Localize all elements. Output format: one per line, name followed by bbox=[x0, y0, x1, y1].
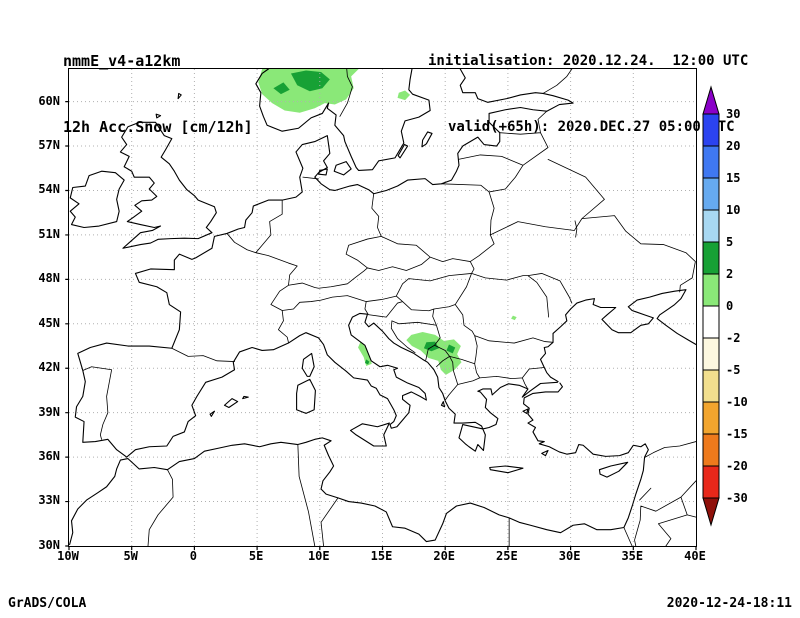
colorbar-segment bbox=[702, 177, 720, 211]
islands-mediterranean bbox=[210, 353, 628, 477]
y-axis-tick-label: 45N bbox=[38, 315, 60, 330]
snow-balkans bbox=[406, 331, 462, 375]
colorbar-level-label: -10 bbox=[726, 395, 748, 409]
time-block: initialisation: 2020.12.24. 12:00 UTC va… bbox=[428, 6, 748, 182]
map-frame bbox=[68, 68, 697, 547]
coastline-scandinavia bbox=[256, 69, 430, 170]
colorbar-level-label: 10 bbox=[726, 203, 741, 217]
y-axis-tick-label: 42N bbox=[38, 360, 60, 375]
country-borders bbox=[83, 69, 696, 546]
colorbar-segment bbox=[702, 465, 720, 499]
snow-core-norway-2 bbox=[273, 82, 290, 95]
colorbar-level-label: 20 bbox=[726, 139, 741, 153]
x-axis-tick-label: 5W bbox=[123, 549, 138, 563]
snow-core-apennines bbox=[364, 359, 370, 365]
x-axis-tick-label: 35E bbox=[621, 549, 644, 563]
x-axis-tick-label: 10W bbox=[57, 549, 79, 563]
x-axis-tick-label: 40E bbox=[684, 549, 706, 563]
initialisation-time: initialisation: 2020.12.24. 12:00 UTC bbox=[428, 53, 749, 69]
island-britain bbox=[120, 122, 216, 248]
y-axis-tick-label: 33N bbox=[38, 493, 60, 508]
colorbar-segment bbox=[702, 113, 720, 147]
y-axis-tick-label: 51N bbox=[38, 226, 60, 241]
colorbar-segment bbox=[702, 401, 720, 435]
colorbar-segment bbox=[702, 241, 720, 275]
colorbar-level-label: 30 bbox=[726, 107, 741, 121]
snow-carpathians bbox=[511, 315, 517, 321]
colorbar-scale bbox=[702, 85, 720, 527]
colorbar-level-label: -15 bbox=[726, 427, 748, 441]
coastline-anatolia-africa-levant bbox=[70, 383, 649, 544]
x-axis-tick-label: 10E bbox=[307, 549, 330, 563]
colorbar-above-max-triangle bbox=[702, 85, 720, 115]
x-axis-tick-label: 20E bbox=[433, 549, 456, 563]
snow-shading-light bbox=[258, 69, 517, 375]
colorbar-level-label: 2 bbox=[726, 267, 734, 281]
europe-map bbox=[69, 69, 696, 546]
y-axis-labels: 60N 57N 54N 51N 48N 45N 42N 39N 36N 33N 30N bbox=[24, 68, 64, 552]
y-axis-tick-label: 57N bbox=[38, 138, 60, 153]
y-axis-tick-label: 48N bbox=[38, 271, 60, 286]
colorbar-segment bbox=[702, 305, 720, 339]
colorbar-below-min-triangle bbox=[702, 497, 720, 527]
colorbar-level-label: -5 bbox=[726, 363, 741, 377]
colorbar-segment bbox=[702, 369, 720, 403]
x-axis-tick-label: 0 bbox=[189, 549, 197, 563]
graticule bbox=[69, 69, 696, 546]
colorbar-segment bbox=[702, 145, 720, 179]
colorbar-segment bbox=[702, 273, 720, 307]
y-axis-tick-label: 36N bbox=[38, 449, 60, 464]
colorbar-segment bbox=[702, 337, 720, 371]
snow-core-balkans-2 bbox=[446, 344, 456, 354]
model-name: nmmE_v4-a12km bbox=[63, 52, 181, 70]
snow-core-norway-1 bbox=[290, 70, 330, 92]
y-axis-tick-label: 54N bbox=[38, 182, 60, 197]
coastline-black-sea-azov bbox=[541, 290, 696, 382]
dnieper-river-mark bbox=[575, 221, 577, 237]
colorbar-level-label: -30 bbox=[726, 491, 748, 505]
grads-credit: GrADS/COLA bbox=[8, 596, 87, 611]
snow-apennines bbox=[358, 341, 372, 367]
colorbar-segment bbox=[702, 433, 720, 467]
x-axis-tick-label: 15E bbox=[370, 549, 393, 563]
island-ireland bbox=[70, 171, 124, 227]
colorbar-level-label: 5 bbox=[726, 235, 734, 249]
creation-timestamp: 2020-12-24-18:11 bbox=[666, 596, 792, 611]
x-axis-labels: 10W 5W 0 5E 10E 15E 20E 25E 30E 35E 40E bbox=[57, 549, 706, 565]
axis-ticks bbox=[65, 102, 696, 551]
colorbar-level-label: -2 bbox=[726, 331, 741, 345]
snow-central-sweden bbox=[397, 90, 411, 101]
colorbar-segment bbox=[702, 209, 720, 243]
coastlines bbox=[70, 69, 696, 545]
colorbar-level-label: -20 bbox=[726, 459, 748, 473]
snow-shading-dark bbox=[273, 70, 456, 365]
coastline-atlantic-baltic bbox=[75, 69, 573, 457]
valid-time: valid(+65h): 2020.DEC.27 05:00 UTC bbox=[448, 119, 735, 135]
x-axis-tick-label: 25E bbox=[496, 549, 518, 563]
y-axis-tick-label: 60N bbox=[38, 93, 60, 108]
coastline-mediterranean-europe bbox=[127, 313, 558, 457]
y-axis-tick-label: 30N bbox=[38, 537, 60, 552]
x-axis-tick-label: 30E bbox=[558, 549, 581, 563]
colorbar-level-label: 15 bbox=[726, 171, 741, 185]
colorbar-level-label: 0 bbox=[726, 299, 734, 313]
colorbar: 30 20 15 10 5 2 0 -2 -5 -10 -15 -20 -30 bbox=[700, 85, 770, 538]
islands-baltic-north-sea bbox=[156, 93, 432, 174]
y-axis-tick-label: 39N bbox=[38, 404, 60, 419]
x-axis-tick-label: 5E bbox=[248, 549, 264, 563]
